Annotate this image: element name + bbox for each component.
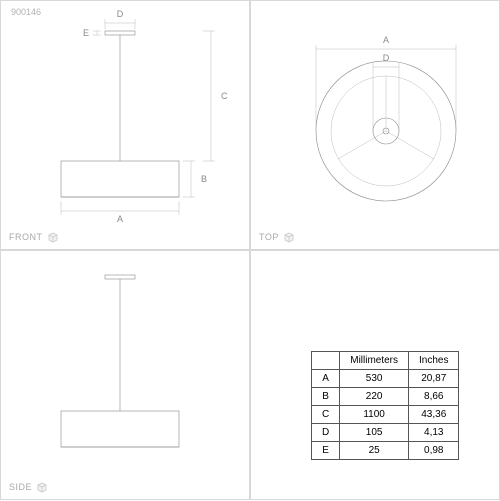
cell-key: E xyxy=(312,442,340,460)
cube-icon xyxy=(47,231,59,243)
dimensions-table: Millimeters Inches A 530 20,87 B 220 8,6… xyxy=(311,351,459,460)
dim-a-label: A xyxy=(117,214,123,224)
side-label-row: SIDE xyxy=(9,481,48,493)
side-drawing xyxy=(1,251,251,501)
table-row: D 105 4,13 xyxy=(312,424,459,442)
cell-in: 0,98 xyxy=(409,442,459,460)
dim-e-label: E xyxy=(83,28,89,38)
dim-b-label: B xyxy=(201,174,207,184)
cell-mm: 1100 xyxy=(340,406,409,424)
front-quadrant: 900146 A B C xyxy=(0,0,250,250)
cell-in: 20,87 xyxy=(409,370,459,388)
table-row: B 220 8,66 xyxy=(312,388,459,406)
table-header-row: Millimeters Inches xyxy=(312,352,459,370)
cube-icon xyxy=(36,481,48,493)
cell-mm: 105 xyxy=(340,424,409,442)
cell-in: 43,36 xyxy=(409,406,459,424)
cell-key: D xyxy=(312,424,340,442)
table-quadrant: Millimeters Inches A 530 20,87 B 220 8,6… xyxy=(250,250,500,500)
cell-key: B xyxy=(312,388,340,406)
cell-in: 8,66 xyxy=(409,388,459,406)
top-quadrant: A D TOP xyxy=(250,0,500,250)
side-label: SIDE xyxy=(9,482,32,492)
front-label-row: FRONT xyxy=(9,231,59,243)
cube-icon xyxy=(283,231,295,243)
cell-mm: 25 xyxy=(340,442,409,460)
cell-mm: 530 xyxy=(340,370,409,388)
drawing-grid: 900146 A B C xyxy=(0,0,500,500)
front-drawing: A B C D E xyxy=(1,1,251,251)
header-blank xyxy=(312,352,340,370)
table-row: E 25 0,98 xyxy=(312,442,459,460)
cell-key: A xyxy=(312,370,340,388)
cell-in: 4,13 xyxy=(409,424,459,442)
top-drawing: A D xyxy=(251,1,500,251)
side-quadrant: SIDE xyxy=(0,250,250,500)
table-row: A 530 20,87 xyxy=(312,370,459,388)
dim-a-top: A xyxy=(383,35,389,45)
cell-key: C xyxy=(312,406,340,424)
cell-mm: 220 xyxy=(340,388,409,406)
table-row: C 1100 43,36 xyxy=(312,406,459,424)
header-mm: Millimeters xyxy=(340,352,409,370)
top-label-row: TOP xyxy=(259,231,295,243)
dim-d-label: D xyxy=(117,9,124,19)
front-label: FRONT xyxy=(9,232,43,242)
dim-d-top: D xyxy=(383,53,390,63)
top-label: TOP xyxy=(259,232,279,242)
dim-c-label: C xyxy=(221,91,228,101)
header-in: Inches xyxy=(409,352,459,370)
